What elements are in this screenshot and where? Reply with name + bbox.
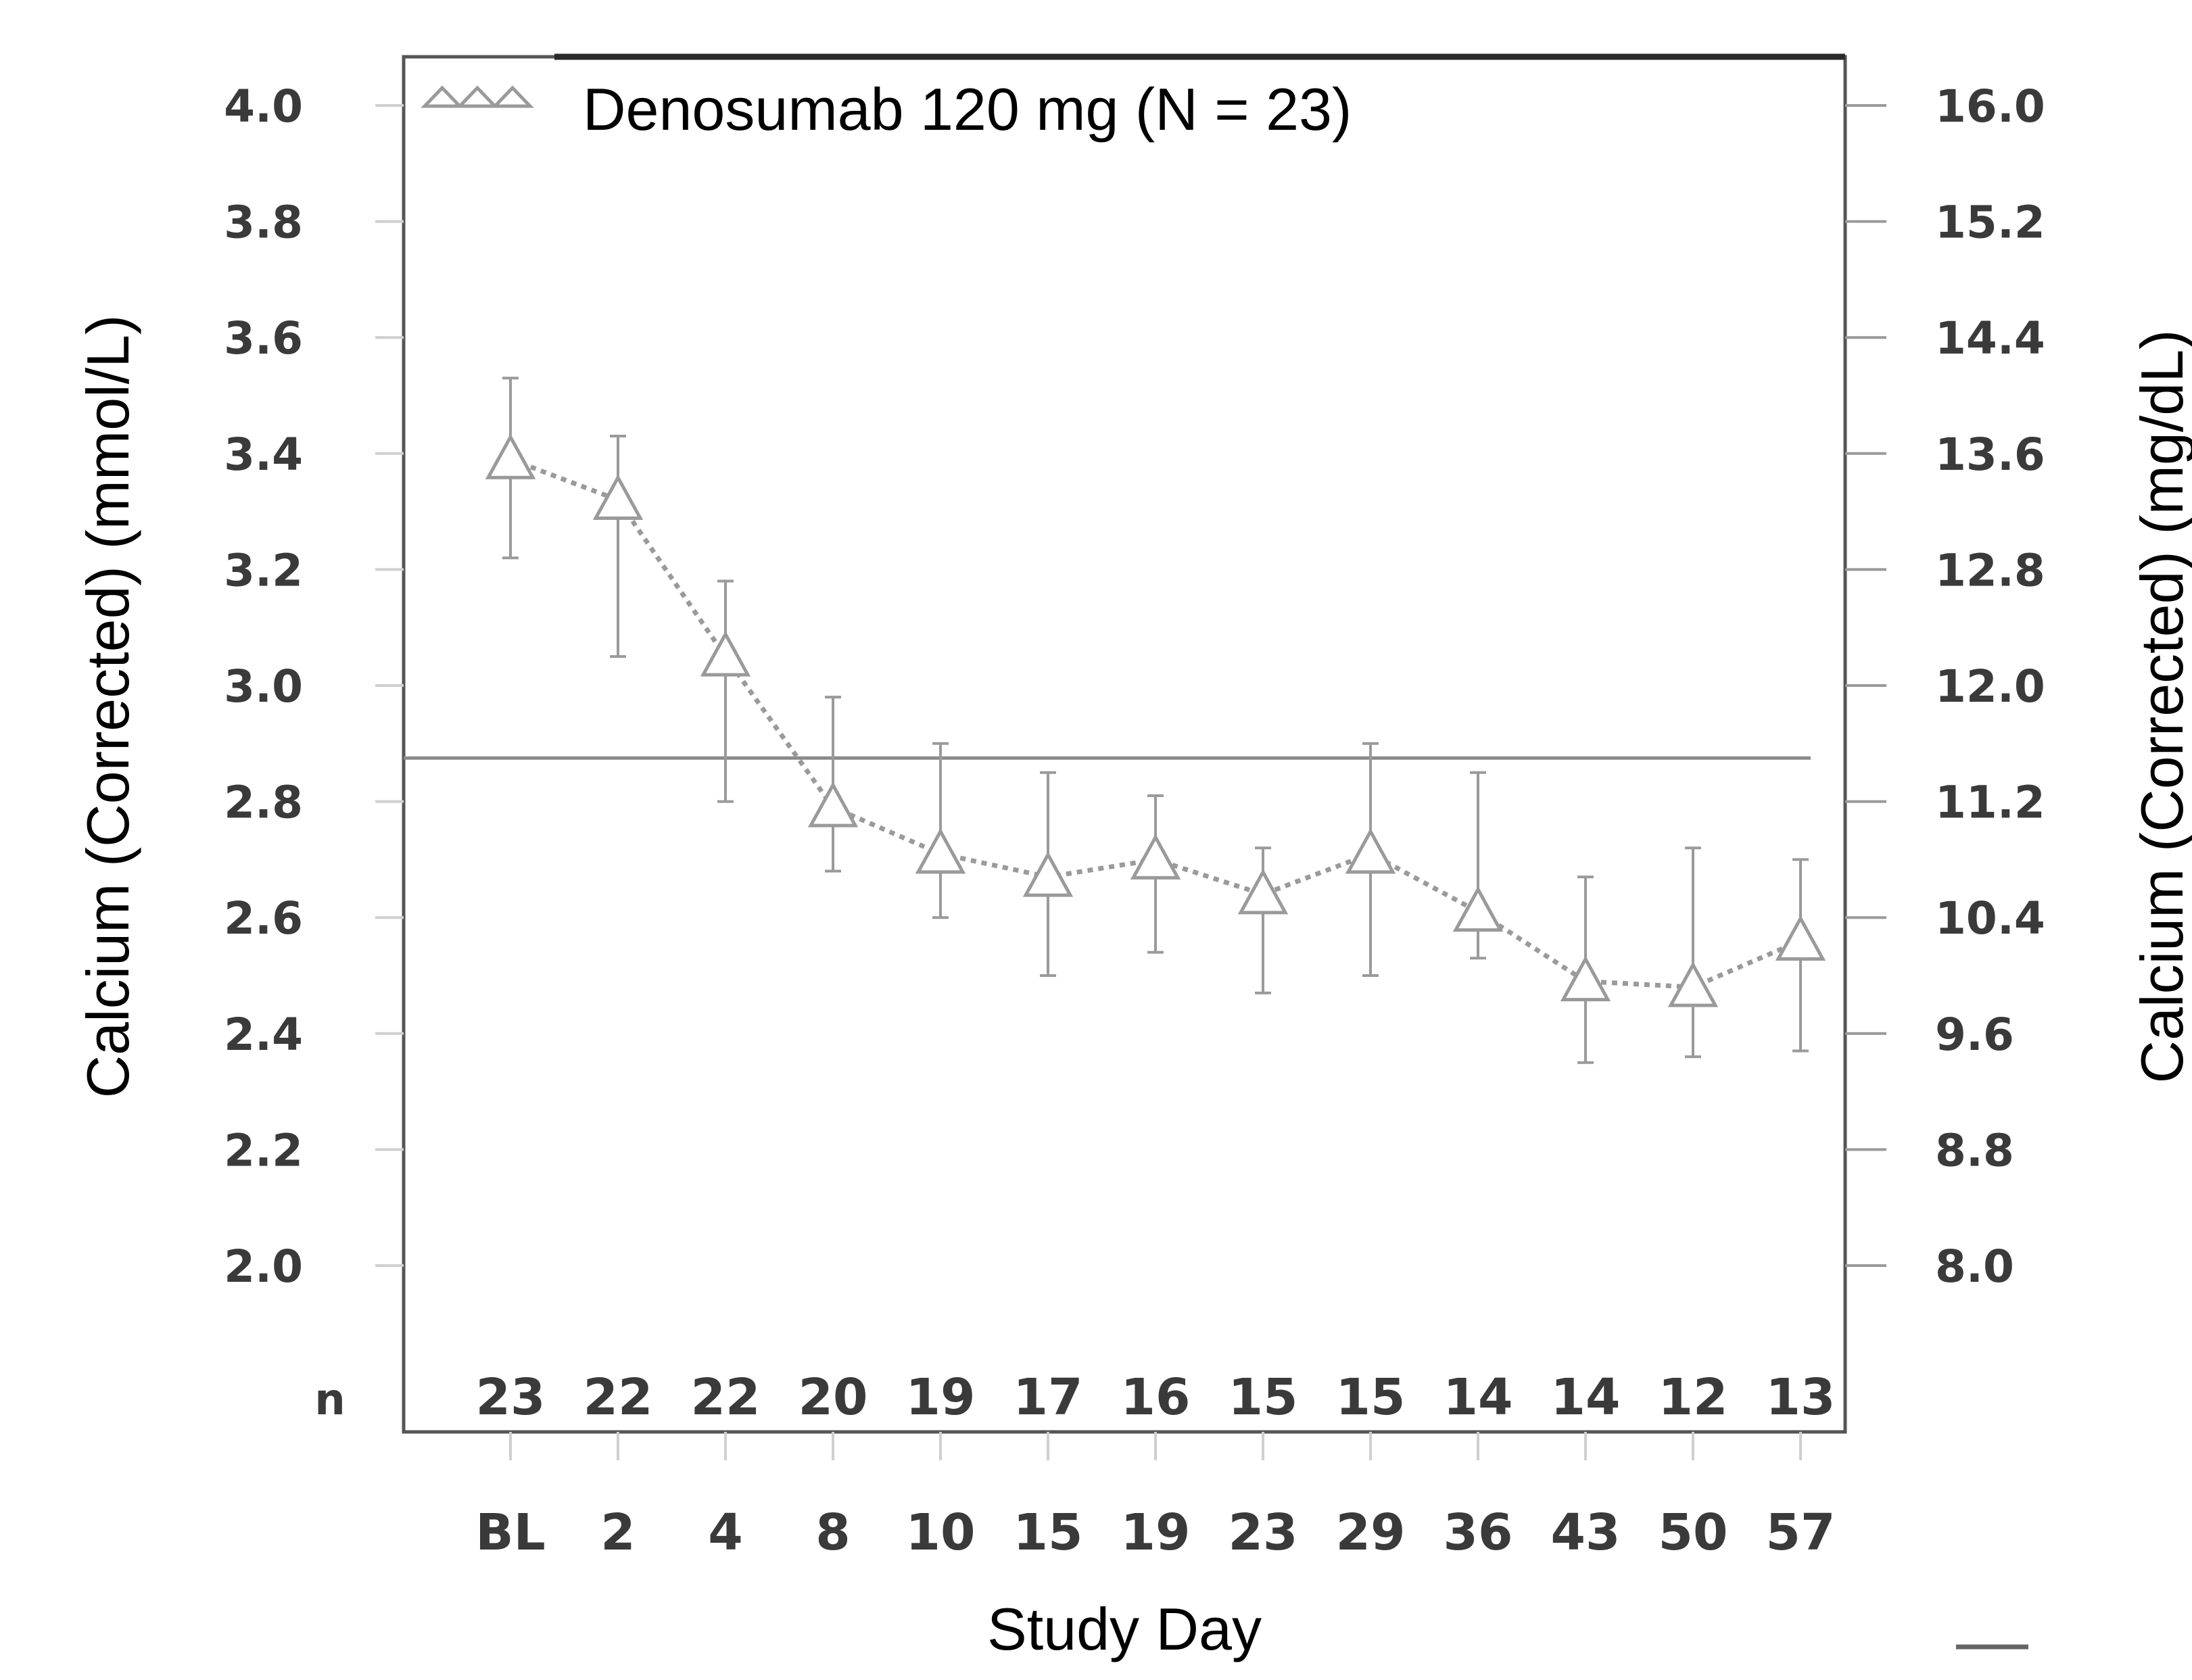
data-point-marker	[1667, 961, 1719, 1007]
n-value: 14	[1444, 1368, 1513, 1426]
right-tick-label: 8.8	[1935, 1124, 2014, 1176]
x-tick-label: 4	[708, 1504, 743, 1562]
left-tick-label: 3.0	[224, 661, 303, 713]
x-tick-label: 50	[1659, 1504, 1728, 1562]
x-tick-label: 43	[1551, 1504, 1621, 1562]
right-tick-label: 16.0	[1935, 80, 2045, 133]
left-tick-label: 2.6	[224, 892, 303, 944]
left-axis-ticks: 2.0 2.2 2.4 2.6 2.8 3.0 3.2 3.4 3.6 3.8 4.0	[224, 80, 404, 1293]
x-tick-label: 15	[1014, 1504, 1083, 1562]
right-tick-label: 9.6	[1935, 1009, 2014, 1061]
legend-marker-3	[491, 85, 534, 108]
x-tick-label: 8	[815, 1504, 851, 1562]
right-tick-label: 11.2	[1935, 777, 2045, 829]
error-bars	[502, 377, 1809, 1064]
data-point-marker	[1130, 834, 1181, 880]
left-tick-label: 3.4	[224, 429, 303, 481]
n-value: 23	[476, 1368, 546, 1426]
x-axis-ticks: BL 2 4 8 10 15 19 23 29 36 43 50 57	[475, 1432, 1835, 1562]
n-value: 14	[1551, 1368, 1621, 1426]
n-value: 15	[1229, 1368, 1298, 1426]
data-point-marker	[592, 474, 644, 520]
data-point-marker	[807, 781, 859, 827]
right-axis-title: Calcium (Corrected) (mg/dL)	[2128, 330, 2192, 1084]
data-point-marker	[1452, 886, 1504, 932]
right-tick-label: 15.2	[1935, 197, 2045, 249]
x-tick-label: 57	[1766, 1504, 1836, 1562]
left-tick-label: 3.6	[224, 312, 303, 364]
legend-marker-1	[421, 85, 464, 108]
data-point-marker	[1345, 827, 1396, 874]
right-tick-label: 12.0	[1935, 661, 2045, 713]
x-tick-label: 2	[600, 1504, 636, 1562]
left-tick-label: 2.8	[224, 777, 303, 829]
legend-label: Denosumab 120 mg (N = 23)	[583, 76, 1352, 143]
n-value: 16	[1121, 1368, 1191, 1426]
left-tick-label: 3.2	[224, 544, 303, 596]
data-point-marker	[1560, 955, 1611, 1002]
x-tick-label: 29	[1336, 1504, 1406, 1562]
n-value: 20	[799, 1368, 868, 1426]
data-point-marker	[700, 630, 751, 677]
x-tick-label: 36	[1444, 1504, 1513, 1562]
plot-frame	[402, 55, 1847, 1434]
legend-marker-2	[456, 85, 499, 108]
left-axis-title: Calcium (Corrected) (mmol/L)	[74, 315, 141, 1099]
data-point-marker	[485, 433, 536, 479]
n-row-values: 23 22 22 20 19 17 16 15 15 14 14 12 13	[476, 1368, 1836, 1426]
right-tick-label: 10.4	[1935, 892, 2045, 944]
series-markers	[485, 433, 1826, 1007]
data-point-marker	[1237, 868, 1289, 915]
left-tick-label: 2.0	[224, 1241, 303, 1293]
x-axis-title: Study Day	[987, 1595, 1262, 1662]
left-tick-label: 2.2	[224, 1124, 303, 1176]
right-tick-label: 13.6	[1935, 429, 2045, 481]
x-tick-label: 23	[1229, 1504, 1298, 1562]
n-value: 15	[1336, 1368, 1406, 1426]
left-tick-label: 3.8	[224, 197, 303, 249]
n-value: 12	[1659, 1368, 1728, 1426]
n-row-label: n	[314, 1375, 346, 1425]
n-value: 22	[583, 1368, 653, 1426]
data-point-marker	[1022, 850, 1074, 897]
n-value: 19	[906, 1368, 976, 1426]
n-value: 17	[1014, 1368, 1083, 1426]
n-value: 22	[691, 1368, 761, 1426]
left-tick-label: 4.0	[224, 80, 303, 133]
data-point-marker	[1775, 915, 1826, 961]
x-tick-label: BL	[475, 1504, 546, 1562]
right-axis-ticks: 8.0 8.8 9.6 10.4 11.2 12.0 12.8 13.6 14.4 15.2 16.…	[1845, 80, 2045, 1293]
right-tick-label: 8.0	[1935, 1241, 2014, 1293]
data-point-marker	[915, 827, 966, 874]
legend: Denosumab 120 mg (N = 23)	[421, 76, 1352, 143]
n-value: 13	[1766, 1368, 1836, 1426]
right-tick-label: 14.4	[1935, 312, 2045, 364]
x-tick-label: 10	[906, 1504, 976, 1562]
left-tick-label: 2.4	[224, 1009, 303, 1061]
right-tick-label: 12.8	[1935, 544, 2045, 596]
x-tick-label: 19	[1121, 1504, 1191, 1562]
